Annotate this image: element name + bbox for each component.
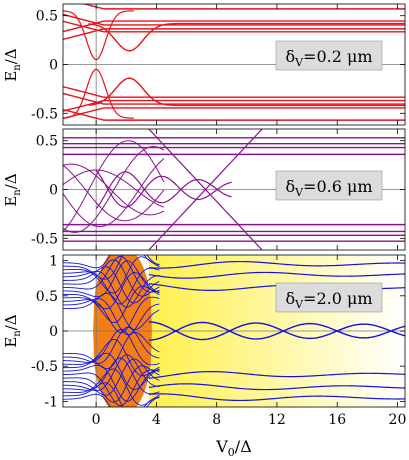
band-curve-lower	[63, 357, 160, 395]
panel-top-ytick-label: 0	[49, 58, 58, 74]
dense-curve	[63, 163, 165, 216]
x-tick-label: 12	[268, 412, 286, 428]
gap-curve-upper	[88, 22, 405, 52]
band-curve-lower	[63, 358, 160, 396]
panel-top-plot	[63, 4, 405, 125]
level-line	[63, 13, 405, 26]
panel-middle-plot	[63, 129, 405, 250]
panel-middle-axis: 0.5 0 -0.5	[31, 129, 405, 250]
panel-middle-ytick-label: 0.5	[36, 134, 58, 150]
band-curve-lower	[148, 393, 405, 402]
majorana-curve	[148, 321, 405, 341]
panel-bottom-annotation: δV=2.0 μm	[275, 282, 383, 313]
diagonal-curve	[148, 129, 263, 250]
panel-bottom-ytick-label: -1	[44, 394, 58, 410]
dense-curve	[63, 169, 165, 208]
dense-curve	[63, 146, 165, 233]
level-line	[63, 20, 405, 33]
x-tick-label: 4	[152, 412, 161, 428]
panel-middle: 0.5 0 -0.5 δV=0.6 μm En/Δ	[2, 128, 406, 251]
panel-middle-annotation-box	[275, 170, 383, 201]
band-curve-upper	[63, 255, 160, 269]
panel-bottom-annotation-text: δV=2.0 μm	[285, 289, 372, 311]
x-tick-label: 20	[389, 412, 407, 428]
crossing-curve	[63, 68, 134, 119]
panel-bottom-ylabel: En/Δ	[2, 314, 23, 347]
band-curve-lower	[63, 352, 160, 390]
panel-top-axis: 0.5 0 -0.5	[31, 4, 405, 125]
panel-middle-ylabel: En/Δ	[2, 173, 23, 206]
panel-bottom-ytick-label: 0	[49, 324, 58, 340]
panel-bottom-ytick-label: 0.5	[36, 289, 58, 305]
dense-curve	[63, 158, 165, 228]
dense-curve	[63, 164, 165, 222]
panel-top-annotation: δV=0.2 μm	[275, 40, 383, 71]
panel-bottom-plot	[63, 255, 405, 407]
panel-middle-ytick-label: 0	[49, 183, 58, 199]
band-curve-upper	[63, 266, 160, 304]
panel-bottom-ytick-label: -0.5	[31, 359, 58, 375]
band-curve-upper	[63, 296, 160, 334]
band-curve-upper	[63, 270, 160, 308]
x-tick-label: 16	[328, 412, 346, 428]
band-curve-lower	[63, 326, 160, 364]
x-axis-label: V0/Δ	[215, 437, 252, 459]
dense-curve	[63, 140, 165, 232]
crossing-curve	[63, 10, 134, 61]
band-curve-lower	[63, 382, 160, 407]
band-curve-lower	[63, 369, 160, 407]
level-line	[82, 4, 405, 10]
gap-curve-lower	[88, 77, 405, 107]
band-curve-lower	[63, 393, 160, 407]
level-line	[63, 85, 405, 98]
oscillating-curve	[95, 169, 232, 208]
band-curve-lower	[63, 354, 160, 392]
panel-top-ytick-label: -0.5	[31, 106, 58, 122]
band-curve-upper	[63, 260, 160, 298]
panel-bottom: 1 0.5 0 -0.5 -1 0 4 8 12 16 20 δV=2.0 μm En/Δ V0/Δ	[2, 254, 406, 459]
x-tick-label: 8	[212, 412, 221, 428]
panel-top-ytick-label: 0.5	[36, 9, 58, 25]
level-line	[63, 107, 405, 120]
x-tick-label: 0	[92, 412, 101, 428]
band-curve-lower	[148, 383, 405, 391]
level-line	[63, 28, 405, 41]
panel-top: 0.5 0 -0.5 δV=0.2 μm En/Δ	[2, 3, 406, 126]
level-line	[63, 20, 405, 33]
level-line	[63, 99, 405, 112]
band-curve-upper	[63, 256, 160, 294]
band-curve-upper	[63, 255, 160, 293]
oscillating-curve	[95, 171, 232, 210]
panel-bottom-annotation-box	[275, 282, 383, 313]
band-curve-upper	[148, 260, 405, 269]
band-curve-lower	[63, 328, 160, 366]
panel-bottom-ytick-label: 1	[49, 254, 58, 270]
band-curve-upper	[63, 272, 160, 310]
panel-bottom-axis: 1 0.5 0 -0.5 -1 0 4 8 12 16 20	[31, 254, 406, 428]
band-curve-upper	[148, 271, 405, 279]
level-line	[63, 108, 405, 121]
panel-middle-annotation: δV=0.6 μm	[275, 170, 383, 201]
band-curve-upper	[63, 255, 160, 280]
panel-top-ylabel: En/Δ	[2, 48, 23, 81]
panel-top-annotation-text: δV=0.2 μm	[285, 47, 372, 69]
panel-top-annotation-box	[275, 40, 383, 71]
band-curve-upper	[63, 298, 160, 336]
panel-middle-ytick-label: -0.5	[31, 231, 58, 247]
level-line	[63, 92, 405, 105]
band-curve-upper	[63, 267, 160, 305]
majorana-curve	[148, 321, 405, 341]
band-curve-lower	[63, 368, 160, 406]
band-curve-lower	[63, 364, 160, 402]
band-curve-lower	[148, 371, 405, 379]
panel-middle-annotation-text: δV=0.6 μm	[285, 177, 372, 199]
diagonal-curve	[148, 129, 263, 250]
